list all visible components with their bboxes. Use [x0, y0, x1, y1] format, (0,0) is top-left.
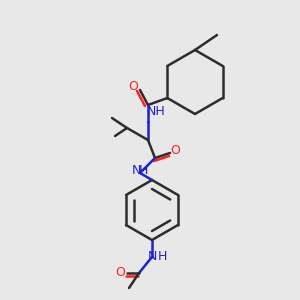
Text: H: H: [138, 164, 148, 178]
Text: O: O: [115, 266, 125, 280]
Text: N: N: [147, 250, 157, 263]
Text: N: N: [131, 164, 141, 178]
Text: O: O: [170, 145, 180, 158]
Text: NH: NH: [147, 105, 165, 118]
Text: O: O: [128, 80, 138, 94]
Text: H: H: [157, 250, 167, 263]
